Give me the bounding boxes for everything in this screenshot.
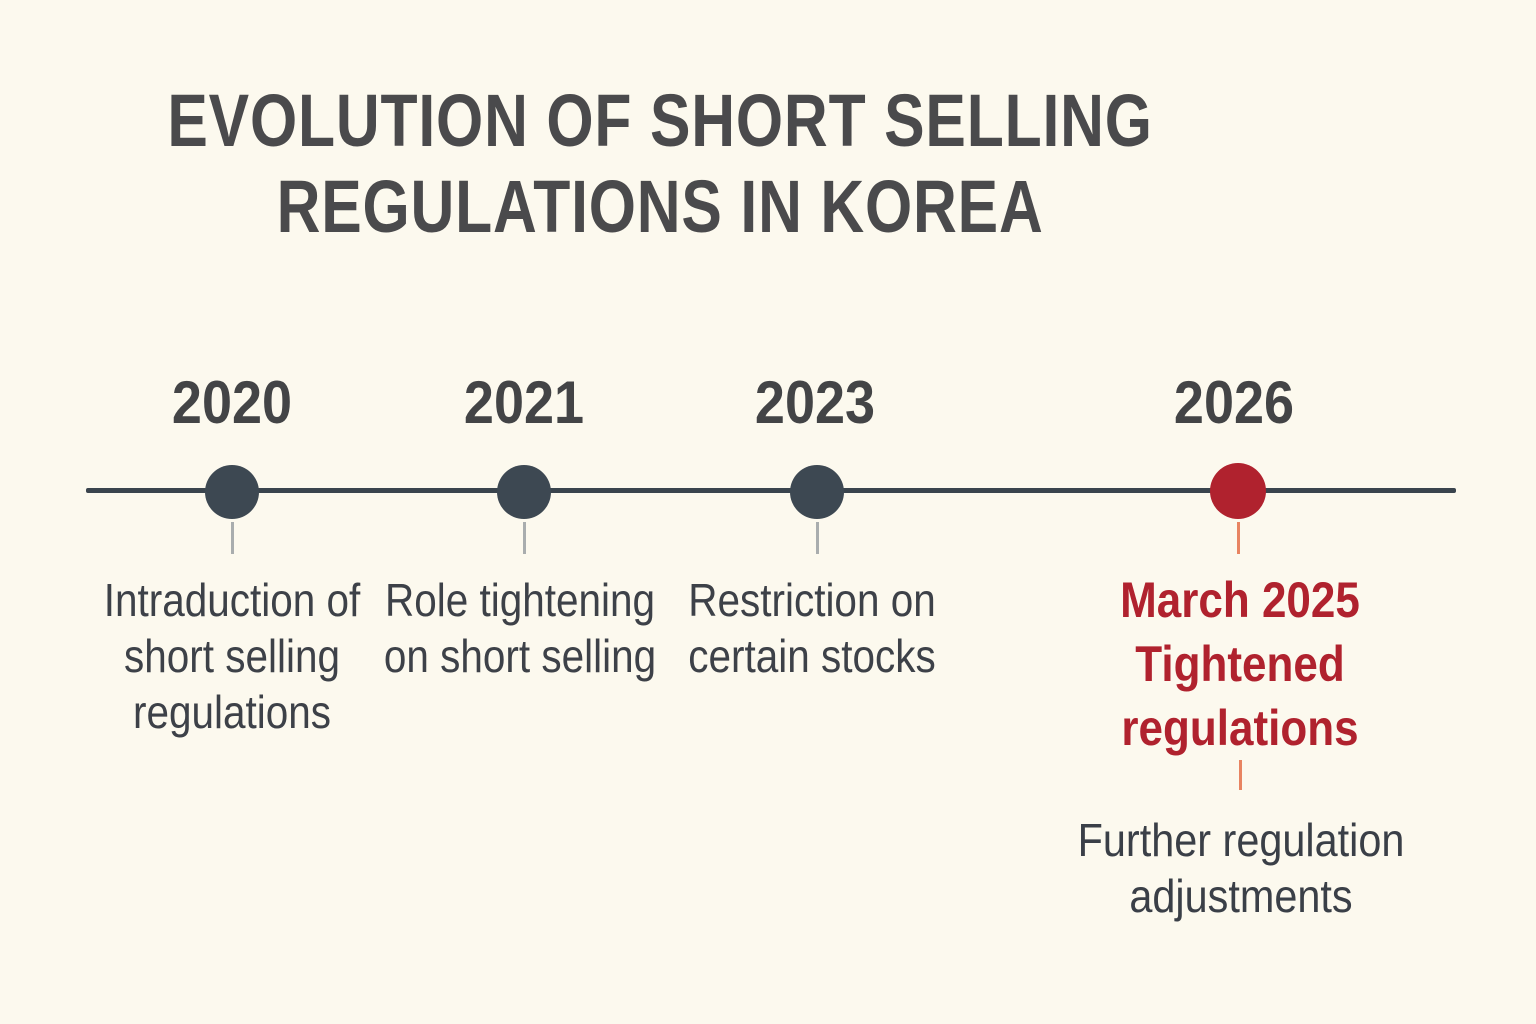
followup-connector-tick xyxy=(1239,760,1242,790)
connector-tick xyxy=(523,522,526,554)
timeline-axis xyxy=(86,488,1456,493)
diagram-title: EVOLUTION OF SHORT SELLING REGULATIONS I… xyxy=(0,78,1320,250)
event-description-2026: March 2025 Tightened regulations xyxy=(1120,572,1360,756)
event-description-2023: Restriction on certain stocks xyxy=(688,574,936,682)
timeline-node-2020 xyxy=(205,465,259,519)
year-label-2020: 2020 xyxy=(171,369,293,436)
year-label-2026: 2026 xyxy=(1173,369,1295,436)
timeline-node-2023 xyxy=(790,465,844,519)
year-label-2021: 2021 xyxy=(463,369,585,436)
timeline-node-2026-highlight xyxy=(1210,463,1266,519)
connector-tick xyxy=(231,522,234,554)
event-description-2021: Role tightening on short selling xyxy=(383,574,657,682)
connector-tick xyxy=(816,522,819,554)
timeline-node-2021 xyxy=(497,465,551,519)
connector-tick-highlight xyxy=(1237,522,1240,554)
title-line-2: REGULATIONS IN KOREA xyxy=(276,165,1044,248)
followup-description: Further regulation adjustments xyxy=(1077,814,1405,922)
year-label-2023: 2023 xyxy=(754,369,876,436)
event-description-2020: Intraduction of short selling regulation… xyxy=(103,574,361,738)
title-line-1: EVOLUTION OF SHORT SELLING xyxy=(167,79,1153,162)
